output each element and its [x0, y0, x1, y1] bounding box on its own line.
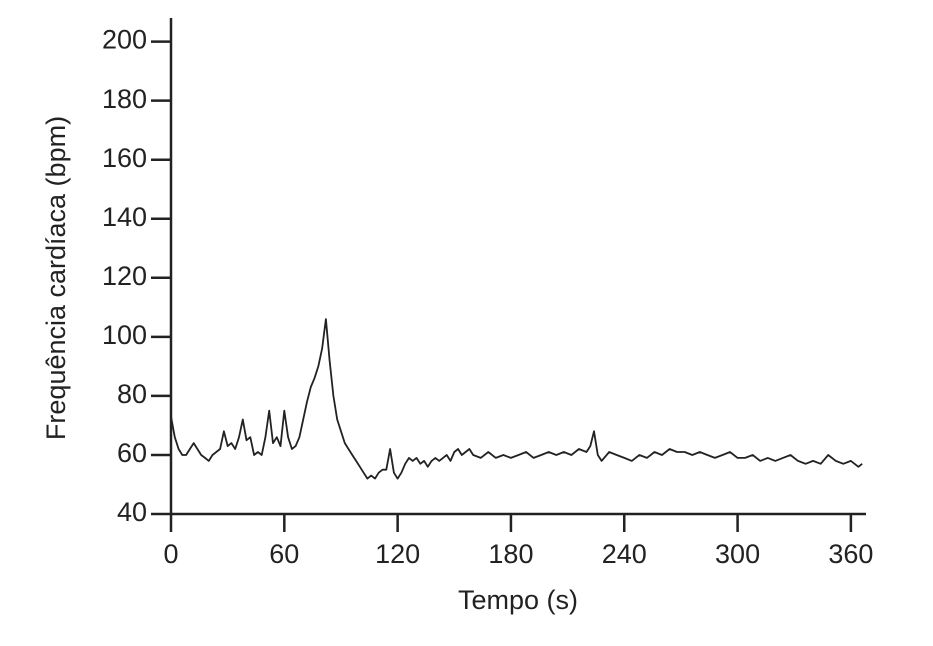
y-tick-label: 200 — [102, 25, 147, 55]
y-tick-label: 60 — [117, 438, 147, 468]
y-axis-label: Frequência cardíaca (bpm) — [41, 116, 71, 440]
x-tick-label: 0 — [163, 539, 178, 569]
x-tick-label: 120 — [375, 539, 420, 569]
x-tick-label: 180 — [488, 539, 533, 569]
x-tick-label: 360 — [828, 539, 873, 569]
y-tick-label: 40 — [117, 497, 147, 527]
line — [170, 318, 863, 480]
x-axis-label: Tempo (s) — [458, 585, 578, 615]
y-tick-label: 140 — [102, 202, 147, 232]
y-tick-label: 160 — [102, 143, 147, 173]
x-tick-label: 300 — [715, 539, 760, 569]
y-tick-label: 120 — [102, 261, 147, 291]
x-tick-label: 60 — [269, 539, 299, 569]
y-tick-label: 80 — [117, 379, 147, 409]
x-tick-label: 240 — [602, 539, 647, 569]
y-tick-label: 100 — [102, 320, 147, 350]
y-tick-label: 180 — [102, 84, 147, 114]
